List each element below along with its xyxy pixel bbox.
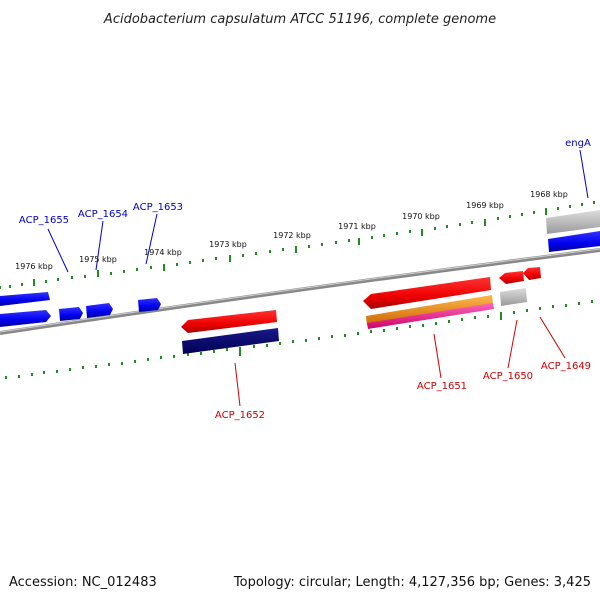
feature-enga-blue[interactable] <box>548 231 600 252</box>
scale-label: 1973 kbp <box>209 240 247 249</box>
scale-label: 1969 kbp <box>466 201 504 210</box>
feature-acp-1649-red[interactable] <box>523 267 541 280</box>
leader-acp-1652 <box>234 362 241 407</box>
accession-label: Accession: NC_012483 <box>9 575 157 590</box>
scale-label: 1971 kbp <box>338 222 376 231</box>
feature-acp-1655-lower[interactable] <box>0 310 51 327</box>
leader-acp-1650 <box>507 319 518 369</box>
reverse-gene-labels: ACP_1652 ACP_1651 ACP_1650 ACP_1649 <box>215 361 591 421</box>
forward-leaders <box>47 149 589 273</box>
feature-acp-1655-upper[interactable] <box>0 292 50 306</box>
forward-gene-labels: ACP_1655 ACP_1654 ACP_1653 engA <box>19 138 591 226</box>
gene-label-acp-1651[interactable]: ACP_1651 <box>417 381 467 392</box>
gene-label-acp-1649[interactable]: ACP_1649 <box>541 361 591 372</box>
leader-acp-1649 <box>539 316 566 359</box>
scale-label: 1976 kbp <box>15 262 53 271</box>
feature-acp-1654-a[interactable] <box>59 307 83 321</box>
genome-backbone-highlight <box>0 248 600 333</box>
reverse-leaders <box>234 316 566 407</box>
leader-acp-1653 <box>145 213 158 265</box>
feature-acp-1654-b[interactable] <box>86 303 113 318</box>
leader-enga <box>579 149 589 199</box>
gene-label-acp-1652[interactable]: ACP_1652 <box>215 410 265 421</box>
feature-acp-1650-grey[interactable] <box>500 288 527 306</box>
scale-label: 1972 kbp <box>273 231 311 240</box>
genome-summary: Topology: circular; Length: 4,127,356 bp… <box>233 575 591 590</box>
genome-backbone <box>0 248 600 335</box>
scale-label: 1968 kbp <box>530 190 568 199</box>
map-title: Acidobacterium capsulatum ATCC 51196, co… <box>103 12 496 27</box>
gene-label-enga[interactable]: engA <box>565 138 591 149</box>
leader-acp-1651 <box>433 333 442 379</box>
leader-acp-1655 <box>47 228 69 273</box>
feature-enga-grey[interactable] <box>546 210 600 234</box>
forward-major-ticks <box>33 208 547 286</box>
gene-label-acp-1655[interactable]: ACP_1655 <box>19 215 69 226</box>
gene-label-acp-1653[interactable]: ACP_1653 <box>133 202 183 213</box>
reverse-features <box>181 267 541 354</box>
leader-acp-1654 <box>95 220 104 271</box>
reverse-tick-track <box>5 300 593 379</box>
feature-acp-1650-red[interactable] <box>499 271 524 284</box>
feature-acp-1651-orange[interactable] <box>366 295 493 325</box>
feature-acp-1651-pink[interactable] <box>367 303 494 329</box>
feature-acp-1653[interactable] <box>138 298 161 312</box>
gene-label-acp-1654[interactable]: ACP_1654 <box>78 209 128 220</box>
feature-acp-1652-red[interactable] <box>181 310 277 333</box>
forward-minor-ticks <box>0 201 595 289</box>
forward-features <box>0 210 600 327</box>
feature-acp-1651-red[interactable] <box>363 277 491 309</box>
scale-label: 1974 kbp <box>144 248 182 257</box>
scale-label: 1970 kbp <box>402 212 440 221</box>
forward-tick-track <box>0 201 595 289</box>
feature-acp-1652-navy[interactable] <box>182 328 279 354</box>
gene-label-acp-1650[interactable]: ACP_1650 <box>483 371 533 382</box>
